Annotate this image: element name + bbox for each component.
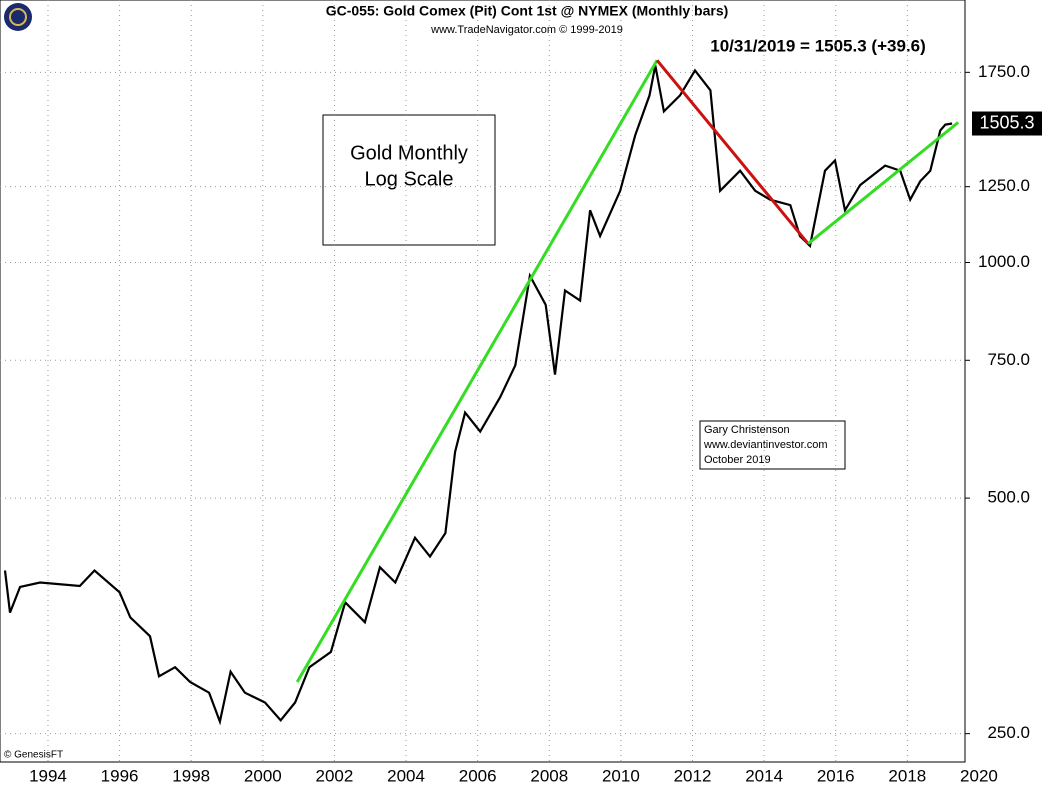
x-tick-label: 2018 bbox=[888, 766, 926, 785]
trendline bbox=[807, 121, 960, 245]
x-tick-label: 2012 bbox=[674, 766, 712, 785]
y-tick-label: 750.0 bbox=[987, 350, 1030, 369]
chart-title: GC-055: Gold Comex (Pit) Cont 1st @ NYME… bbox=[326, 3, 729, 19]
x-tick-label: 1998 bbox=[172, 766, 210, 785]
credit-box bbox=[699, 420, 846, 470]
x-tick-label: 1994 bbox=[29, 766, 67, 785]
plot-frame bbox=[0, 0, 966, 763]
box-text: Gold Monthly bbox=[350, 142, 468, 164]
box-text: Log Scale bbox=[365, 168, 454, 190]
credit-text: www.deviantinvestor.com bbox=[703, 439, 828, 451]
x-tick-label: 2008 bbox=[530, 766, 568, 785]
last-price-label: 1505.3 bbox=[979, 112, 1034, 132]
x-tick-label: 2014 bbox=[745, 766, 783, 785]
credit-text: Gary Christenson bbox=[704, 424, 790, 436]
x-tick-label: 2016 bbox=[817, 766, 855, 785]
x-tick-label: 2006 bbox=[459, 766, 497, 785]
x-tick-label: 2002 bbox=[316, 766, 354, 785]
text-box bbox=[322, 114, 496, 246]
y-tick-label: 500.0 bbox=[987, 488, 1030, 507]
y-tick-label: 1000.0 bbox=[978, 252, 1030, 271]
y-tick-label: 250.0 bbox=[987, 723, 1030, 742]
x-tick-label: 1996 bbox=[101, 766, 139, 785]
last-price-box bbox=[972, 111, 1042, 136]
y-tick-label: 1750.0 bbox=[978, 62, 1030, 81]
copyright: © GenesisFT bbox=[4, 750, 63, 761]
y-tick-label: 1250.0 bbox=[978, 176, 1030, 195]
headline: 10/31/2019 = 1505.3 (+39.6) bbox=[710, 36, 926, 55]
credit-text: October 2019 bbox=[704, 454, 771, 466]
trendline bbox=[655, 59, 810, 245]
x-tick-label: 2000 bbox=[244, 766, 282, 785]
chart-subtitle: www.TradeNavigator.com © 1999-2019 bbox=[430, 24, 623, 36]
x-tick-label: 2004 bbox=[387, 766, 425, 785]
trendline bbox=[295, 59, 659, 683]
logo bbox=[4, 3, 32, 31]
x-tick-label: 2020 bbox=[960, 766, 998, 785]
price-line bbox=[3, 65, 953, 726]
x-tick-label: 2010 bbox=[602, 766, 640, 785]
